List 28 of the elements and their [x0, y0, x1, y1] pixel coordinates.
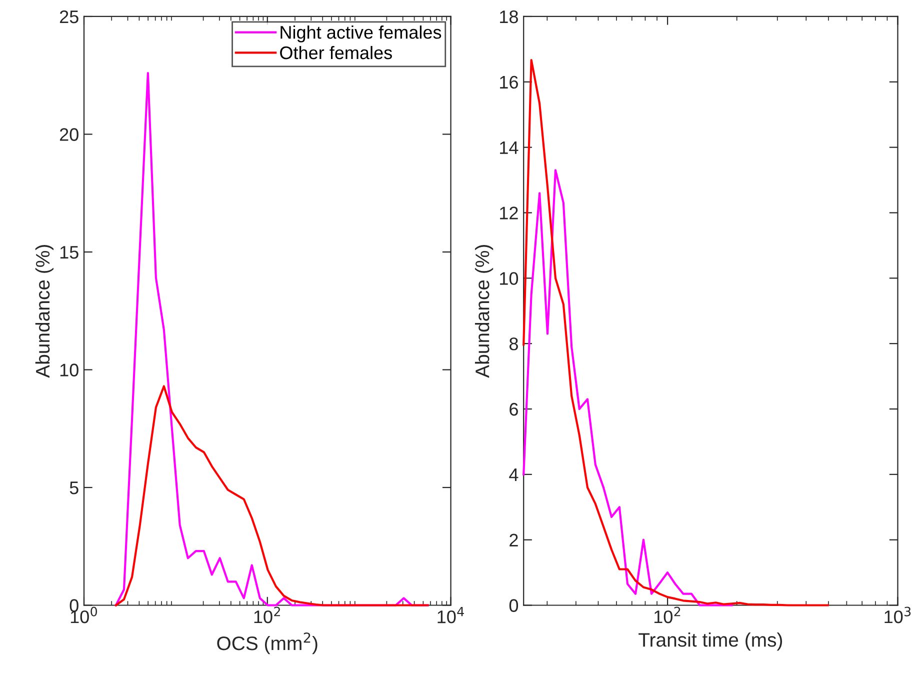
y-tick-label: 5	[70, 482, 78, 494]
y-tick-label: 2	[510, 534, 518, 546]
y-tick-label: 25	[60, 10, 78, 24]
y-tick-label: 10	[500, 272, 518, 285]
y-axis-title: Abundance (%)	[35, 245, 54, 378]
y-tick-label: 18	[500, 10, 518, 24]
x-tick-label: 10$^{2}$	[254, 606, 280, 624]
y-tick-label: 8	[509, 338, 518, 350]
x-tick-label: 10$^{4}$	[438, 606, 464, 624]
line-series	[522, 58, 829, 606]
y-tick-label: 20	[60, 128, 78, 141]
y-tick-label: 10	[60, 364, 78, 376]
x-axis-title: Transit time (ms)	[638, 632, 782, 651]
y-tick-label: 0	[509, 599, 518, 612]
legend-label: Other females	[280, 46, 392, 60]
y-tick-label: 4	[509, 468, 518, 481]
line-series	[522, 169, 733, 606]
y-tick-label: 12	[500, 206, 518, 220]
legend-label: Night active females	[280, 26, 442, 42]
x-tick-label: 10$^{3}$	[884, 606, 911, 624]
x-axis-title: OCS (mm$^{2}$)	[217, 632, 318, 654]
y-tick-label: 14	[500, 141, 518, 154]
y-axis-title: Abundance (%)	[474, 245, 494, 378]
line-series	[114, 385, 429, 606]
y-tick-label: 16	[500, 76, 518, 89]
y-tick-label: 15	[60, 246, 78, 259]
y-tick-label: 6	[510, 402, 518, 416]
x-tick-label: 10$^{2}$	[654, 606, 680, 624]
